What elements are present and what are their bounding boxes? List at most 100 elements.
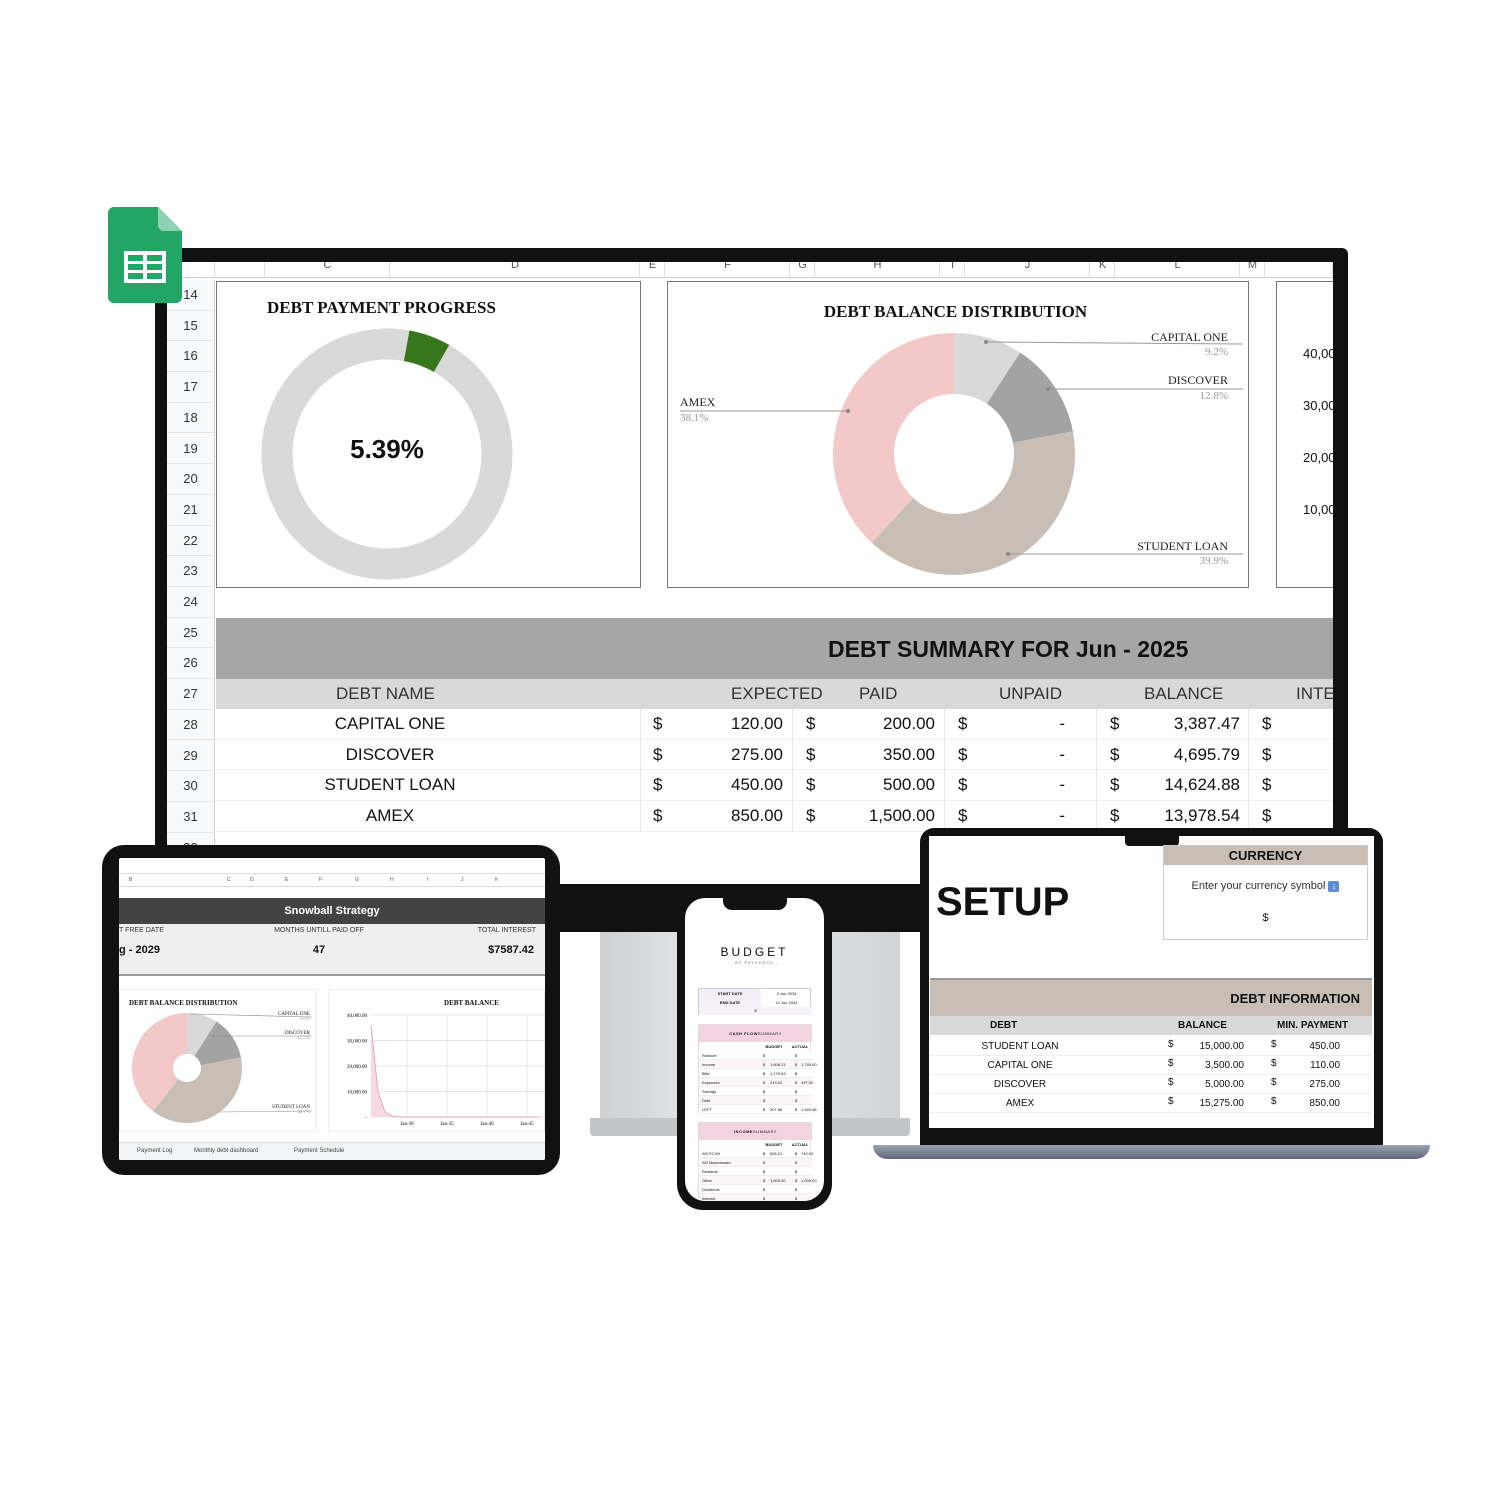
row-number[interactable]: 23 bbox=[167, 556, 215, 587]
tablet-frame: B C D E F G H I J K Snowball Strategy T FREE DATE… bbox=[102, 845, 560, 1175]
row-number[interactable]: 26 bbox=[167, 648, 215, 680]
column-header[interactable] bbox=[1090, 262, 1115, 278]
payment-log-tab[interactable]: Payment Log bbox=[137, 1148, 173, 1154]
row-number[interactable]: 15 bbox=[167, 310, 215, 342]
end-date-value[interactable]: 12 Jun 2024 bbox=[775, 1000, 798, 1005]
column-header-1: EXPECTED bbox=[731, 684, 823, 703]
end-date-label: END DATE bbox=[699, 998, 761, 1007]
legend-discover-pct: 12.8% bbox=[1199, 390, 1228, 402]
start-date-label: START DATE bbox=[699, 989, 761, 998]
currency-symbol: $ bbox=[795, 1187, 798, 1192]
currency-symbol: $ bbox=[1110, 806, 1120, 826]
cell-divider bbox=[792, 770, 793, 801]
row-number[interactable]: 21 bbox=[167, 494, 215, 526]
currency-input[interactable]: $ bbox=[1262, 912, 1269, 924]
column-header[interactable] bbox=[965, 262, 1090, 278]
balance-value: 4,695.79 bbox=[1173, 744, 1240, 764]
paid-value: 1,500.00 bbox=[868, 806, 935, 826]
summary-banner: DEBT SUMMARY FOR Jun - 2025 bbox=[216, 618, 1333, 679]
budget-value: 606.21 bbox=[770, 1151, 783, 1156]
down-arrow-icon: ↓ bbox=[1328, 881, 1340, 892]
row-number[interactable]: 17 bbox=[167, 372, 215, 403]
column-letter: J bbox=[1024, 262, 1031, 271]
setup-title: SETUP bbox=[936, 880, 1070, 924]
payment-schedule-tab[interactable]: Payment Schedule bbox=[294, 1148, 345, 1154]
tablet-line-chart[interactable]: DEBT BALANCE 40,000.00 30,000.00 20,000.00… bbox=[328, 989, 545, 1132]
row-number[interactable]: 20 bbox=[167, 464, 215, 495]
balance-value: 15,000.00 bbox=[1199, 1041, 1245, 1052]
column-header[interactable] bbox=[1265, 262, 1333, 278]
currency-select[interactable]: $ bbox=[699, 1007, 812, 1015]
unpaid-value: - bbox=[1059, 775, 1065, 795]
start-date-value[interactable]: 3 Jun 2024 bbox=[776, 991, 797, 996]
budget-value: 219.02 bbox=[770, 1080, 783, 1085]
currency-symbol: $ bbox=[795, 1098, 798, 1103]
progress-fill bbox=[403, 330, 450, 372]
tablet-pie-chart[interactable]: DEBT BALANCE DISTRIBUTION CAPITAL ONE 9.… bbox=[119, 989, 317, 1132]
debt-payment-progress-chart[interactable]: DEBT PAYMENT PROGRESS 5.39% bbox=[216, 281, 641, 588]
chart-title: DEBT PAYMENT PROGRESS bbox=[267, 298, 496, 317]
paid-value: 500.00 bbox=[883, 775, 935, 795]
column-header[interactable] bbox=[640, 262, 665, 278]
column-letter: B bbox=[129, 877, 133, 883]
currency-symbol: $ bbox=[806, 775, 816, 795]
row-label: Bills bbox=[702, 1071, 710, 1076]
row-number[interactable]: 29 bbox=[167, 740, 215, 772]
cash-flow-summary: CASH FLOWSUMMARY BUDGET ACTUAL Rollover $ $ In… bbox=[698, 1024, 817, 1114]
currency-symbol: $ bbox=[795, 1178, 798, 1183]
column-header[interactable] bbox=[1115, 262, 1240, 278]
column-header: BUDGET bbox=[765, 1142, 783, 1147]
monthly-dashboard-tab[interactable]: Monthly debt dashboard bbox=[194, 1148, 259, 1154]
debt-balance-distribution-chart[interactable]: DEBT BALANCE DISTRIBUTION CAPITAL ONE 9.… bbox=[667, 281, 1249, 588]
legend-capital-one-pct: 9.2% bbox=[1205, 346, 1228, 358]
row-number[interactable]: 18 bbox=[167, 402, 215, 434]
debt-info-banner: DEBT INFORMATION bbox=[930, 978, 1372, 1016]
row-number[interactable]: 24 bbox=[167, 587, 215, 618]
budget-value: 1,000.00 bbox=[770, 1178, 786, 1183]
list-item: Rewards $ $ bbox=[699, 1167, 812, 1176]
date-range[interactable]: START DATE 3 Jun 2024 END DATE 12 Jun 20… bbox=[698, 988, 812, 1015]
row-number[interactable]: 19 bbox=[167, 433, 215, 465]
legend-discover: DISCOVER bbox=[1167, 373, 1228, 387]
row-number[interactable]: 28 bbox=[167, 709, 215, 741]
cell-divider bbox=[944, 739, 945, 770]
column-header: DEBT bbox=[990, 1020, 1018, 1031]
column-header[interactable] bbox=[940, 262, 965, 278]
column-header[interactable] bbox=[790, 262, 815, 278]
column-header[interactable] bbox=[265, 262, 390, 278]
cell-divider bbox=[1096, 709, 1097, 739]
currency-symbol: $ bbox=[958, 806, 968, 826]
column-letter: E bbox=[285, 877, 289, 883]
cell-divider bbox=[640, 739, 641, 770]
debt-balance-chart-partial[interactable]: 40,00 30,00 20,00 10,00 bbox=[1276, 281, 1333, 588]
legend-capital-one: CAPITAL ONE bbox=[1151, 330, 1228, 344]
row-number[interactable]: 27 bbox=[167, 679, 215, 710]
table-row: STUDENT LOAN $15,000.00 $450.00 bbox=[930, 1037, 1372, 1056]
section-title-bold: INCOME bbox=[734, 1129, 754, 1134]
column-letter: C bbox=[323, 262, 332, 271]
y-tick: - bbox=[365, 1116, 367, 1121]
column-header[interactable] bbox=[390, 262, 640, 278]
slice-student-loan bbox=[871, 431, 1075, 575]
currency-symbol: $ bbox=[1271, 1096, 1277, 1107]
stat-value: $7587.42 bbox=[488, 944, 534, 956]
column-header[interactable] bbox=[1240, 262, 1265, 278]
debt-name: CAPITAL ONE bbox=[334, 714, 446, 733]
budget-value: 1,606.21 bbox=[770, 1062, 786, 1067]
row-number[interactable]: 22 bbox=[167, 525, 215, 557]
row-number[interactable]: 25 bbox=[167, 617, 215, 649]
row-number[interactable]: 31 bbox=[167, 801, 215, 833]
currency-symbol: $ bbox=[763, 1107, 766, 1112]
stat-value: 47 bbox=[312, 944, 326, 956]
row-number[interactable]: 30 bbox=[167, 771, 215, 802]
area-fill bbox=[371, 1025, 539, 1117]
row-number[interactable]: 16 bbox=[167, 341, 215, 373]
column-header[interactable] bbox=[815, 262, 940, 278]
debt-info-title: DEBT INFORMATION bbox=[1230, 991, 1360, 1006]
budget-title: BUDGET bbox=[720, 945, 789, 959]
currency-symbol: $ bbox=[763, 1080, 766, 1085]
currency-symbol: $ bbox=[763, 1089, 766, 1094]
currency-symbol: $ bbox=[1168, 1077, 1174, 1088]
column-header[interactable] bbox=[215, 262, 265, 278]
column-header[interactable] bbox=[665, 262, 790, 278]
